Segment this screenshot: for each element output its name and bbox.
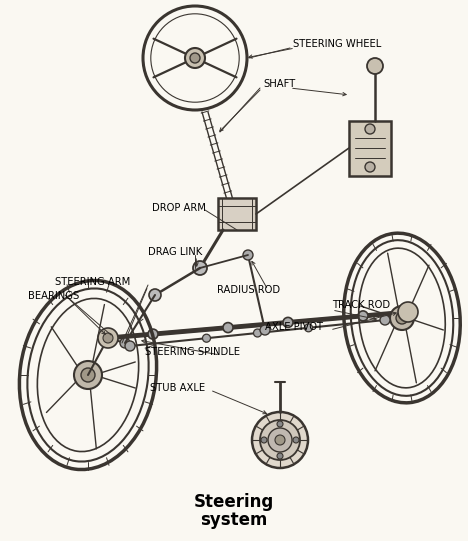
Text: STEERING ARM: STEERING ARM — [55, 277, 130, 287]
Circle shape — [268, 428, 292, 452]
Circle shape — [365, 124, 375, 134]
Circle shape — [380, 315, 390, 325]
Circle shape — [149, 289, 161, 301]
Text: BEARINGS: BEARINGS — [28, 291, 79, 301]
Circle shape — [148, 329, 158, 339]
Circle shape — [125, 341, 135, 351]
Text: RADIUS ROD: RADIUS ROD — [217, 285, 280, 295]
Text: STEERING WHEEL: STEERING WHEEL — [293, 39, 381, 49]
Circle shape — [254, 329, 262, 337]
Circle shape — [120, 338, 130, 348]
Circle shape — [260, 325, 270, 335]
Circle shape — [261, 437, 267, 443]
Circle shape — [252, 412, 308, 468]
Circle shape — [203, 334, 211, 342]
Circle shape — [305, 324, 313, 332]
Circle shape — [190, 53, 200, 63]
Circle shape — [390, 306, 414, 330]
Circle shape — [74, 361, 102, 389]
Text: DRAG LINK: DRAG LINK — [148, 247, 202, 257]
Text: AXLE PIVOT: AXLE PIVOT — [265, 322, 323, 332]
Circle shape — [275, 435, 285, 445]
Circle shape — [98, 328, 118, 348]
Circle shape — [260, 420, 300, 460]
Text: Steering: Steering — [194, 493, 274, 511]
Circle shape — [243, 250, 253, 260]
Circle shape — [396, 312, 408, 324]
Text: DROP ARM: DROP ARM — [152, 203, 206, 213]
Circle shape — [81, 368, 95, 382]
Circle shape — [103, 333, 113, 343]
Circle shape — [185, 48, 205, 68]
Text: SHAFT: SHAFT — [263, 79, 295, 89]
Circle shape — [223, 322, 233, 333]
Circle shape — [365, 162, 375, 172]
Circle shape — [398, 302, 418, 322]
Circle shape — [283, 318, 293, 327]
Circle shape — [193, 261, 207, 275]
Circle shape — [358, 311, 368, 321]
Text: STUB AXLE: STUB AXLE — [150, 383, 205, 393]
Bar — [218, 198, 256, 230]
Circle shape — [277, 421, 283, 427]
Text: TRACK ROD: TRACK ROD — [332, 300, 390, 310]
Circle shape — [277, 453, 283, 459]
Circle shape — [293, 437, 299, 443]
Circle shape — [367, 58, 383, 74]
Bar — [349, 121, 391, 176]
Text: system: system — [200, 511, 268, 529]
Text: STEERING SPINDLE: STEERING SPINDLE — [145, 347, 240, 357]
